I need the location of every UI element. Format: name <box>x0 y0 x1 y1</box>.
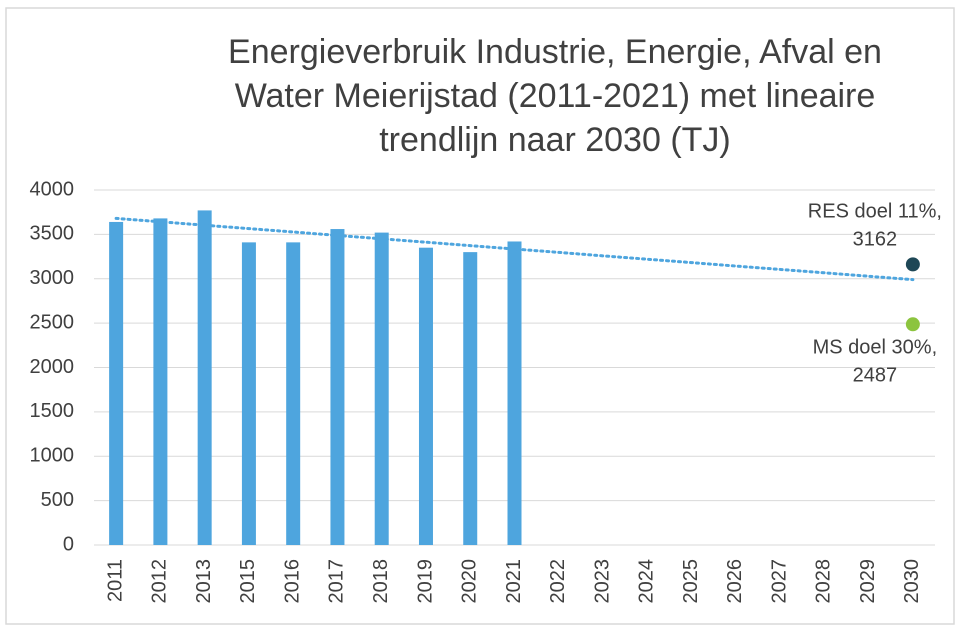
x-tick-label: 2025 <box>680 559 702 604</box>
bar <box>507 241 522 545</box>
y-tick-label: 3500 <box>30 223 75 245</box>
bar <box>153 218 168 545</box>
bar <box>197 210 212 545</box>
x-tick-label: 2018 <box>370 559 392 604</box>
x-tick-label: 2026 <box>724 559 746 604</box>
y-tick-label: 2500 <box>30 311 75 333</box>
target-point <box>905 317 920 332</box>
bar <box>286 242 301 546</box>
y-tick-label: 4000 <box>30 178 75 200</box>
point-label-value: 2487 <box>853 365 898 387</box>
x-tick-label: 2013 <box>193 559 215 604</box>
bar <box>330 229 345 546</box>
target-point <box>905 257 920 272</box>
chart-title: Energieverbruik Industrie, Energie, Afva… <box>228 33 882 159</box>
x-tick-label: 2028 <box>813 559 835 604</box>
y-tick-label: 3000 <box>30 267 75 289</box>
point-label-name: RES doel 11%, <box>808 201 942 223</box>
x-tick-label: 2016 <box>281 559 303 604</box>
y-tick-label: 0 <box>63 533 74 555</box>
x-tick-label: 2020 <box>459 559 481 604</box>
bar <box>241 242 256 546</box>
x-tick-label: 2029 <box>857 559 879 604</box>
x-tick-label: 2023 <box>591 559 613 604</box>
x-tick-label: 2027 <box>768 559 790 604</box>
x-tick-label: 2011 <box>104 559 126 602</box>
x-tick-label: 2012 <box>149 559 171 604</box>
x-tick-label: 2024 <box>636 559 658 604</box>
point-label-name: MS doel 30%, <box>813 337 938 359</box>
bar <box>463 252 478 545</box>
x-tick-label: 2019 <box>414 559 436 604</box>
y-tick-label: 500 <box>41 489 74 511</box>
x-tick-label: 2022 <box>547 559 569 604</box>
x-tick-label: 2021 <box>503 559 525 604</box>
point-label-value: 3162 <box>853 229 898 251</box>
bar <box>109 221 124 545</box>
y-tick-label: 1500 <box>30 400 75 422</box>
trend-line <box>114 216 915 282</box>
y-tick-label: 1000 <box>30 445 75 467</box>
x-tick-label: 2017 <box>326 559 348 604</box>
x-tick-label: 2030 <box>901 559 923 604</box>
y-tick-label: 2000 <box>30 356 75 378</box>
bar <box>418 247 433 545</box>
bar <box>374 232 389 545</box>
x-tick-label: 2015 <box>237 559 259 604</box>
